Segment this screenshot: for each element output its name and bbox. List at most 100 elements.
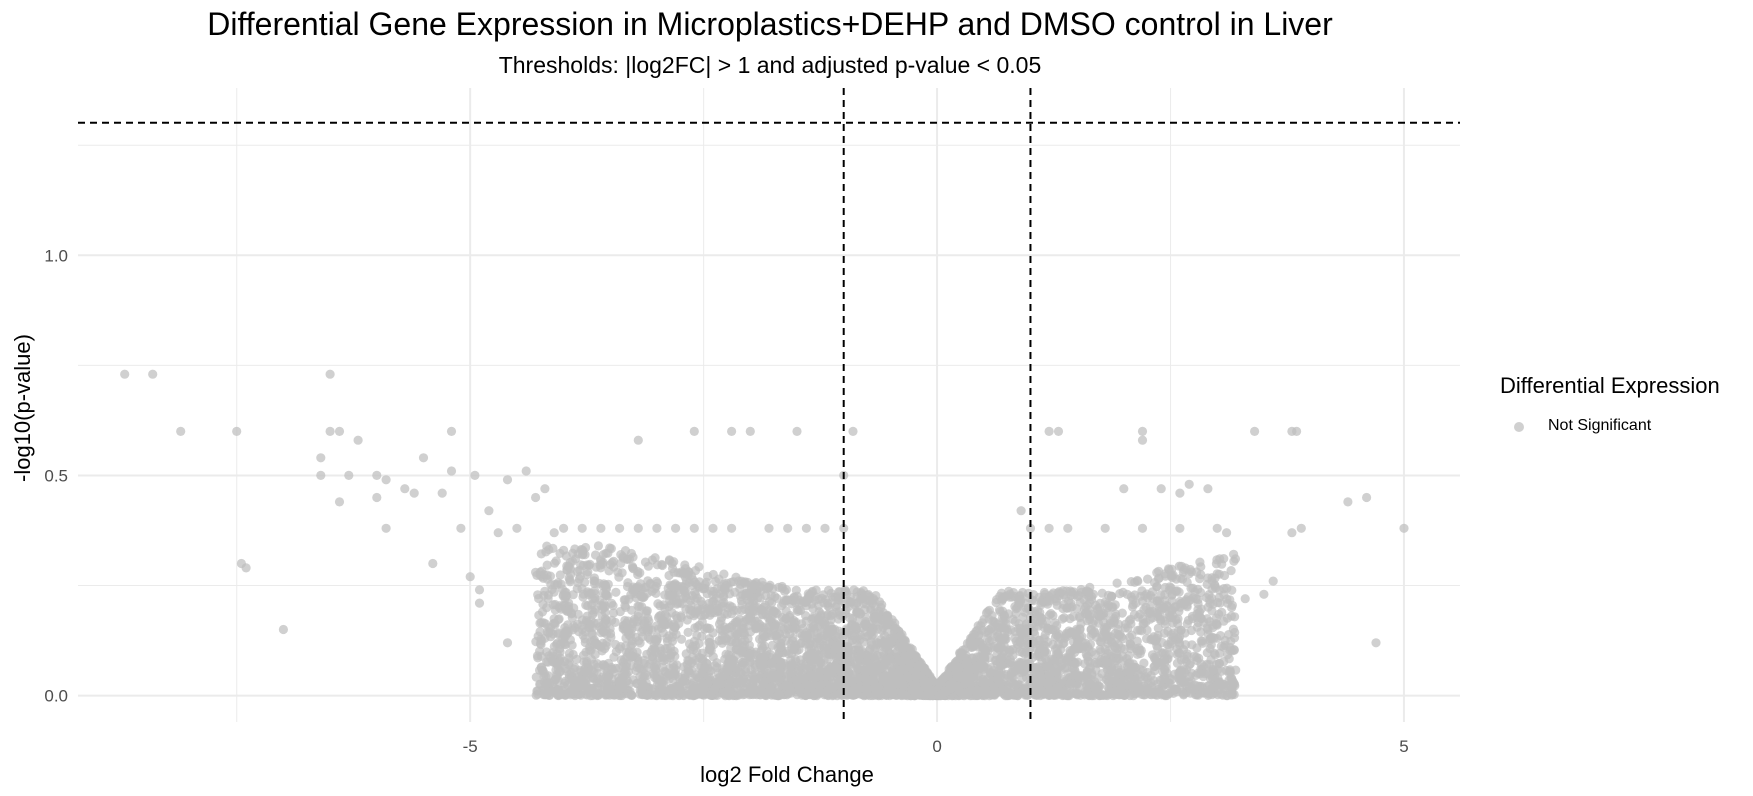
- data-point: [1173, 648, 1183, 658]
- data-point: [1216, 641, 1226, 651]
- data-point: [1016, 506, 1026, 516]
- data-point: [781, 606, 791, 616]
- data-point: [801, 616, 811, 626]
- data-point: [659, 620, 670, 630]
- data-point: [1097, 588, 1107, 598]
- data-point: [1043, 688, 1053, 698]
- data-point: [770, 631, 780, 641]
- data-point: [833, 595, 844, 605]
- data-point: [890, 624, 900, 634]
- data-point: [1268, 576, 1278, 586]
- data-point: [808, 604, 818, 614]
- data-point: [807, 588, 817, 598]
- data-point: [852, 606, 862, 616]
- data-point: [561, 640, 571, 650]
- data-point: [1175, 488, 1185, 498]
- chart-subtitle: Thresholds: |log2FC| > 1 and adjusted p-…: [498, 52, 1042, 78]
- data-point: [1227, 585, 1237, 595]
- data-point: [578, 630, 588, 641]
- data-point: [641, 606, 651, 616]
- data-point: [1126, 614, 1136, 624]
- data-point: [869, 677, 879, 687]
- data-point: [1292, 426, 1302, 436]
- data-point: [837, 663, 848, 673]
- data-point: [1156, 484, 1166, 494]
- data-point: [1226, 566, 1236, 576]
- data-point: [456, 523, 466, 533]
- data-point: [1215, 554, 1225, 564]
- data-point: [1227, 600, 1237, 610]
- data-point: [689, 523, 699, 533]
- data-point: [1180, 563, 1190, 573]
- data-point: [652, 523, 662, 533]
- data-point: [1399, 523, 1409, 533]
- data-point: [1128, 600, 1138, 610]
- data-point: [590, 550, 601, 560]
- data-point: [1092, 658, 1103, 669]
- data-point: [1196, 659, 1206, 669]
- data-point: [1202, 579, 1212, 590]
- data-point: [1141, 602, 1151, 612]
- data-point: [1189, 651, 1199, 662]
- data-point: [1222, 528, 1232, 538]
- data-point: [707, 608, 717, 618]
- data-point: [555, 548, 565, 559]
- data-point: [1057, 614, 1067, 624]
- data-point: [850, 631, 860, 641]
- data-point: [866, 604, 876, 614]
- data-point: [1153, 574, 1164, 584]
- data-point: [1205, 635, 1215, 646]
- data-point: [560, 690, 571, 700]
- data-point: [553, 628, 563, 638]
- data-point: [409, 488, 419, 498]
- data-point: [761, 584, 772, 594]
- data-point: [1160, 619, 1170, 629]
- data-point: [1186, 676, 1196, 686]
- data-point: [400, 484, 410, 494]
- data-point: [1167, 589, 1177, 600]
- data-point: [657, 559, 667, 570]
- data-point: [1054, 587, 1064, 597]
- data-point: [605, 624, 615, 634]
- data-point: [708, 523, 718, 533]
- data-point: [1197, 636, 1207, 646]
- data-point: [711, 589, 721, 599]
- data-point: [542, 560, 552, 570]
- data-point: [1044, 426, 1054, 436]
- data-point: [1203, 484, 1213, 494]
- data-point: [1219, 590, 1229, 600]
- data-point: [1195, 574, 1205, 584]
- data-point: [1167, 564, 1177, 574]
- data-point: [521, 466, 531, 476]
- data-point: [1112, 578, 1122, 588]
- data-point: [808, 612, 818, 622]
- data-point: [1287, 528, 1297, 538]
- data-point: [685, 610, 695, 620]
- data-point: [636, 592, 646, 602]
- data-point: [692, 647, 702, 657]
- data-point: [1044, 610, 1055, 620]
- data-point: [1040, 630, 1050, 640]
- data-point: [470, 470, 480, 480]
- data-point: [615, 523, 625, 533]
- data-point: [1158, 674, 1168, 684]
- data-point: [474, 598, 485, 608]
- data-point: [672, 660, 682, 670]
- data-point: [633, 435, 643, 445]
- data-point: [1025, 523, 1036, 533]
- data-point: [593, 541, 604, 551]
- data-point: [564, 573, 574, 583]
- data-point: [1018, 612, 1028, 622]
- data-point: [316, 470, 326, 480]
- data-point: [563, 561, 574, 571]
- data-point: [582, 569, 592, 580]
- data-point: [1140, 591, 1150, 601]
- data-point: [1212, 523, 1222, 533]
- data-point: [999, 671, 1010, 681]
- data-point: [611, 587, 621, 597]
- data-point: [1160, 603, 1170, 614]
- data-point: [1053, 426, 1064, 436]
- data-point: [1217, 607, 1227, 618]
- data-point: [615, 607, 625, 617]
- data-point: [689, 426, 699, 436]
